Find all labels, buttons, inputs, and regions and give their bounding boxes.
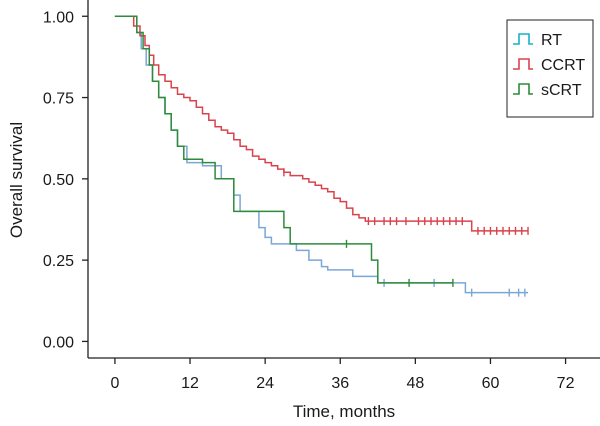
x-tick-label: 60: [482, 375, 500, 392]
legend-label-scrt: sCRT: [541, 82, 582, 99]
legend-key-rt: [513, 33, 533, 45]
y-axis-ticks: 0.00 0.25 0.50 0.75 1.00: [43, 9, 88, 351]
x-tick-label: 48: [406, 375, 424, 392]
x-axis-ticks: 0 12 24 36 48 60 72: [110, 358, 575, 392]
legend-key-scrt: [513, 83, 533, 95]
series-ccrt: [114, 15, 529, 235]
series-scrt: [114, 15, 454, 287]
x-tick-label: 0: [110, 375, 119, 392]
series-line-scrt: [114, 15, 453, 284]
series-rt: [114, 15, 528, 297]
x-tick-label: 72: [557, 375, 575, 392]
y-tick-label: 0.75: [43, 91, 74, 108]
y-tick-label: 0.00: [43, 334, 74, 351]
x-axis-title: Time, months: [293, 402, 395, 421]
axes: 0.00 0.25 0.50 0.75 1.00 0 12 24 36 48 60 72 Time,…: [7, 0, 600, 421]
legend-label-ccrt: CCRT: [541, 57, 585, 74]
series-line-rt: [114, 15, 528, 294]
x-tick-label: 24: [256, 375, 274, 392]
y-tick-label: 0.25: [43, 253, 74, 270]
legend-box: [506, 19, 594, 118]
legend: RT CCRT sCRT: [506, 19, 594, 118]
survival-curves: [114, 15, 529, 297]
y-axis-title: Overall survival: [7, 122, 26, 238]
y-tick-label: 1.00: [43, 9, 74, 26]
legend-key-ccrt: [513, 58, 533, 70]
y-tick-label: 0.50: [43, 172, 74, 189]
series-line-ccrt: [114, 15, 528, 232]
x-tick-label: 12: [181, 375, 199, 392]
x-tick-label: 36: [331, 375, 349, 392]
legend-label-rt: RT: [541, 32, 562, 49]
